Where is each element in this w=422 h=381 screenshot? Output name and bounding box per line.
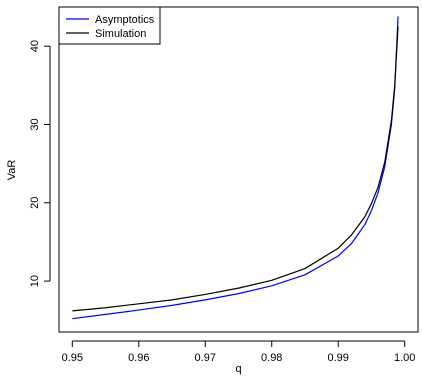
series-group [72,16,398,318]
x-tick-label: 0.99 [328,352,349,364]
plot-frame [59,7,418,332]
series-line-simulation [72,27,398,311]
series-line-asymptotics [72,16,398,318]
legend-label-asymptotics: Asymptotics [95,14,155,26]
y-tick-label: 20 [29,197,41,209]
y-axis-label: VaR [6,160,18,181]
x-tick-label: 0.97 [195,352,216,364]
y-axis: 10 20 30 40 [29,40,50,287]
legend-label-simulation: Simulation [95,28,146,40]
y-tick-label: 10 [29,275,41,287]
y-tick-label: 40 [29,40,41,52]
x-tick-label: 0.96 [128,352,149,364]
x-axis: 0.95 0.96 0.97 0.98 0.99 1.00 [62,341,416,364]
legend: Asymptotics Simulation [59,7,160,44]
x-tick-label: 1.00 [394,352,415,364]
y-tick-label: 30 [29,118,41,130]
x-tick-label: 0.98 [261,352,282,364]
x-tick-label: 0.95 [62,352,83,364]
x-axis-label: q [235,363,241,375]
